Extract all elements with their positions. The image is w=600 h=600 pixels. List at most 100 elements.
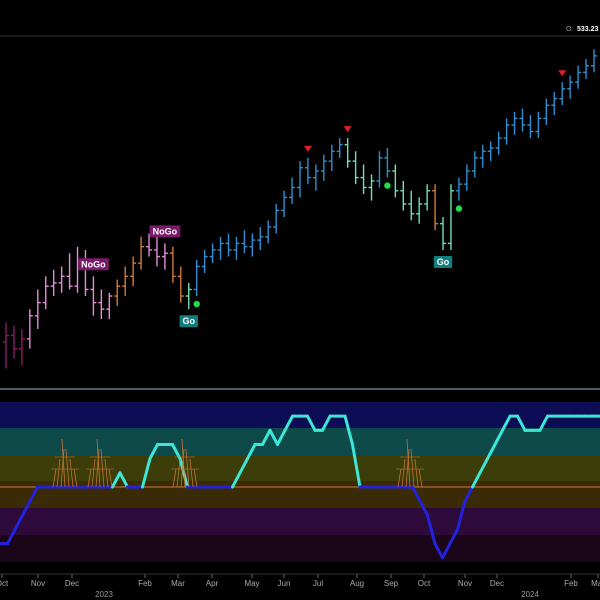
signal-label-text: NoGo xyxy=(81,259,106,269)
oscillator-band-5 xyxy=(0,535,600,562)
signal-label-text: NoGo xyxy=(153,226,178,236)
squeeze-spike xyxy=(176,458,181,488)
squeeze-spike xyxy=(61,438,66,488)
squeeze-spike xyxy=(91,458,96,488)
oscillator-segment xyxy=(426,513,437,546)
oscillator-segment xyxy=(111,471,122,489)
oscillator-segment xyxy=(343,414,354,446)
squeeze-spike xyxy=(180,448,185,488)
squeeze-spike xyxy=(410,448,415,488)
squeeze-spike xyxy=(418,468,423,488)
oscillator-segment xyxy=(141,457,152,489)
squeeze-spike xyxy=(406,438,411,488)
squeeze-spike xyxy=(95,448,100,488)
oscillator-segment xyxy=(28,485,39,503)
oscillator-segment xyxy=(268,428,279,446)
signal-label-text: Go xyxy=(183,316,196,326)
oscillator-segment xyxy=(441,542,452,560)
year-label: 2023 xyxy=(95,590,113,599)
x-tick-label: Jun xyxy=(278,579,291,588)
oscillator-band-1 xyxy=(0,428,600,455)
oscillator-segment xyxy=(418,499,429,517)
squeeze-spike xyxy=(56,458,61,488)
squeeze-spike xyxy=(52,468,57,488)
ohlc-value: 533.23 xyxy=(577,26,599,33)
oscillator-segment xyxy=(411,485,422,503)
oscillator-segment xyxy=(463,485,474,503)
oscillator-segment xyxy=(538,414,549,432)
x-tick-label: Feb xyxy=(138,579,152,588)
squeeze-spike xyxy=(189,458,194,488)
sell-signal-triangle xyxy=(303,145,312,152)
squeeze-spike xyxy=(96,438,101,488)
squeeze-spike xyxy=(397,468,402,488)
oscillator-segment xyxy=(13,513,24,531)
buy-signal-dot xyxy=(384,182,391,189)
oscillator-segment xyxy=(351,443,362,489)
oscillator-segment xyxy=(6,528,17,546)
squeeze-spike xyxy=(108,468,113,488)
x-tick-label: Oct xyxy=(0,579,9,588)
squeeze-spike xyxy=(181,438,186,488)
signal-label-go xyxy=(433,255,453,268)
signal-label-nogo xyxy=(149,225,181,238)
squeeze-spike xyxy=(414,458,419,488)
oscillator-segment xyxy=(276,428,287,446)
squeeze-spike xyxy=(60,448,65,488)
oscillator-band-2 xyxy=(0,455,600,481)
oscillator-segment xyxy=(478,457,489,475)
squeeze-spike xyxy=(69,458,74,488)
oscillator-segment xyxy=(171,443,182,461)
x-tick-label: Sep xyxy=(384,579,399,588)
oscillator-segment xyxy=(486,443,497,461)
oscillator-segment xyxy=(283,414,294,432)
oscillator-segment xyxy=(246,443,257,461)
x-tick-label: Apr xyxy=(206,579,219,588)
squeeze-spike xyxy=(65,448,70,488)
signal-label-text: Go xyxy=(437,257,450,267)
x-tick-label: Nov xyxy=(458,579,472,588)
oscillator-segment xyxy=(306,414,317,432)
squeeze-spike xyxy=(185,448,190,488)
squeeze-spike xyxy=(172,468,177,488)
squeeze-spike xyxy=(193,468,198,488)
oscillator-band-3 xyxy=(0,481,600,508)
buy-signal-dot xyxy=(455,205,463,212)
sell-signal-triangle xyxy=(343,126,352,133)
buy-signal-dot xyxy=(193,300,200,308)
sell-signal-triangle xyxy=(558,70,567,77)
ohlc-label: O: xyxy=(566,26,573,33)
x-tick-label: Dec xyxy=(490,579,504,588)
year-label: 2024 xyxy=(521,590,539,599)
oscillator-segment xyxy=(148,443,159,461)
squeeze-spike xyxy=(87,468,92,488)
squeeze-spike xyxy=(401,458,406,488)
oscillator-segment xyxy=(516,414,527,432)
x-tick-label: Oct xyxy=(418,579,431,588)
oscillator-segment xyxy=(261,428,272,446)
oscillator-segment xyxy=(433,542,444,560)
squeeze-spike xyxy=(405,448,410,488)
oscillator-segment xyxy=(231,471,242,489)
oscillator-segment xyxy=(448,528,459,546)
x-tick-label: Dec xyxy=(65,579,79,588)
squeeze-spike xyxy=(104,458,109,488)
oscillator-segment xyxy=(493,428,504,446)
oscillator-band-4 xyxy=(0,508,600,535)
oscillator-segment xyxy=(118,471,129,489)
x-tick-label: Mar xyxy=(171,579,185,588)
signal-label-nogo xyxy=(78,258,109,271)
oscillator-segment xyxy=(471,471,482,489)
oscillator-segment xyxy=(21,499,32,517)
x-tick-label: Nov xyxy=(31,579,45,588)
oscillator-segment xyxy=(501,414,512,432)
oscillator-segment xyxy=(238,457,249,475)
signal-label-go xyxy=(179,315,198,328)
x-tick-label: Aug xyxy=(350,579,364,588)
oscillator-segment xyxy=(456,499,467,531)
squeeze-spike xyxy=(100,448,105,488)
x-tick-label: May xyxy=(244,579,259,588)
x-tick-label: Mar xyxy=(591,579,600,588)
